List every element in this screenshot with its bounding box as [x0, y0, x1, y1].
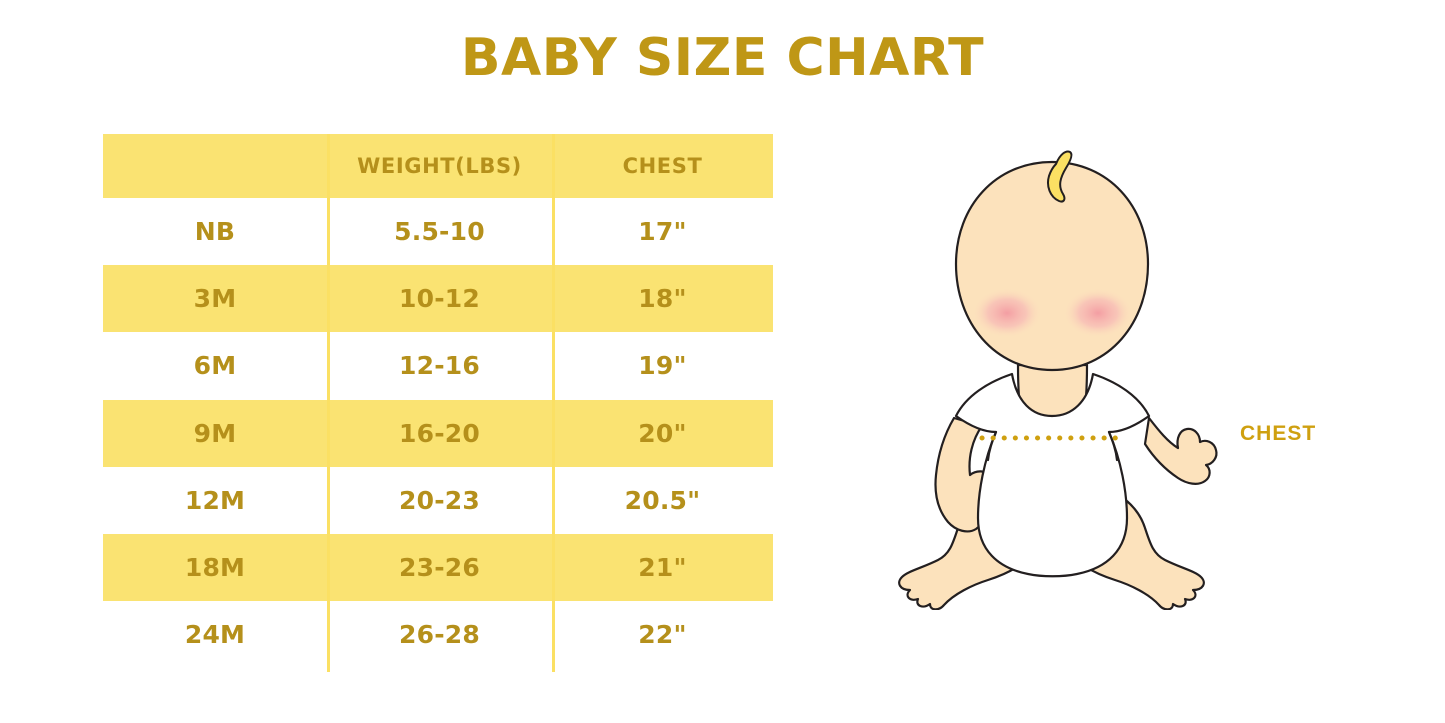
cell-size: NB [194, 217, 236, 247]
baby-illustration [860, 150, 1280, 610]
baby-right-cheek [1063, 288, 1133, 338]
table-row: 18M 23-26 21" [103, 533, 773, 602]
header-cell-weight: WEIGHT(LBS) [357, 153, 522, 178]
table-row: NB 5.5-10 17" [103, 198, 773, 265]
cell-weight: 12-16 [399, 351, 480, 381]
cell-size: 9M [193, 418, 237, 448]
cell-size: 24M [184, 620, 246, 650]
cell-chest: 20" [638, 418, 687, 448]
baby-hair-curl [1047, 150, 1073, 203]
cell-chest: 22" [638, 620, 687, 650]
cell-size: 12M [184, 485, 246, 515]
cell-chest: 21" [638, 553, 687, 583]
column-divider-1 [327, 134, 330, 672]
cell-chest: 18" [638, 284, 687, 314]
table-row: 6M 12-16 19" [103, 332, 773, 399]
cell-weight: 16-20 [399, 418, 480, 448]
header-cell-chest: CHEST [622, 153, 703, 178]
page-title: BABY SIZE CHART [460, 28, 985, 88]
cell-chest: 20.5" [624, 485, 701, 515]
cell-size: 6M [193, 351, 237, 381]
cell-weight: 10-12 [399, 284, 480, 314]
chest-measurement-label: CHEST [1240, 422, 1317, 445]
table-row: 24M 26-28 22" [103, 601, 773, 668]
onesie-sleeve-creases [986, 430, 1119, 462]
baby-right-arm [1143, 416, 1218, 485]
cell-weight: 5.5-10 [394, 217, 485, 247]
table-row: 9M 16-20 20" [103, 399, 773, 467]
cell-weight: 23-26 [399, 553, 480, 583]
baby-left-cheek [972, 288, 1042, 338]
cell-weight: 26-28 [399, 620, 480, 650]
size-table: WEIGHT(LBS) CHEST NB 5.5-10 17" 3M 10-12… [103, 134, 773, 672]
table-row: 12M 20-23 20.5" [103, 467, 773, 534]
cell-chest: 19" [638, 351, 687, 381]
table-row: 3M 10-12 18" [103, 265, 773, 333]
column-divider-2 [552, 134, 555, 672]
cell-weight: 20-23 [399, 485, 480, 515]
cell-chest: 17" [638, 217, 687, 247]
cell-size: 18M [184, 553, 246, 583]
cell-size: 3M [193, 284, 237, 314]
table-header-row: WEIGHT(LBS) CHEST [103, 134, 773, 198]
